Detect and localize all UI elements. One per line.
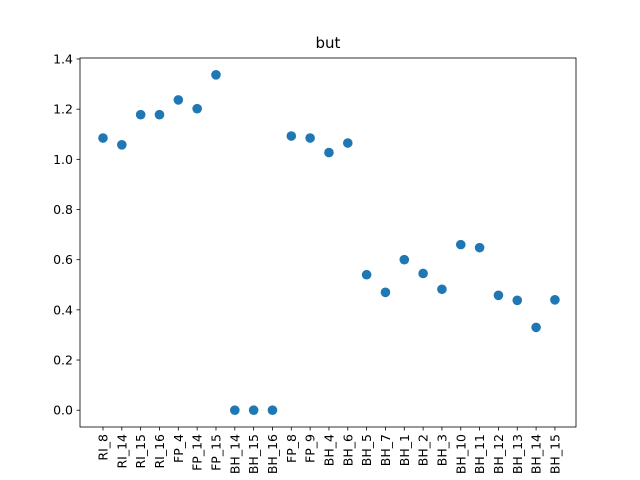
data-point <box>305 133 315 143</box>
ticks: 0.0 0.2 0.4 0.6 0.8 1.0 1.2 1.4 RI_8 RI_14 RI_15 RI… <box>53 52 562 475</box>
data-point <box>531 322 541 333</box>
data-point <box>98 133 108 143</box>
data-points <box>98 70 560 415</box>
data-point <box>192 103 202 114</box>
x-tick-label: RI_14 <box>114 434 129 469</box>
x-tick-label: FP_4 <box>171 434 186 463</box>
data-point <box>286 131 297 141</box>
x-tick-label: BH_5 <box>359 434 374 466</box>
axes-frame <box>79 57 577 428</box>
data-point <box>361 269 372 280</box>
data-point <box>267 405 278 415</box>
data-point <box>550 295 560 305</box>
data-point <box>211 70 221 80</box>
y-tick-label: 0.8 <box>53 202 73 217</box>
x-tick-label: BH_10 <box>453 434 468 474</box>
x-tick-label: BH_6 <box>340 434 355 466</box>
y-tick-label: 1.2 <box>53 102 73 117</box>
chart-title: but <box>316 34 341 52</box>
data-point <box>248 405 259 415</box>
x-tick-label: BH_12 <box>491 434 506 474</box>
data-point <box>512 295 523 306</box>
data-point <box>380 287 391 298</box>
y-tick-label: 1.0 <box>53 152 73 167</box>
data-point <box>230 405 240 415</box>
x-tick-label: BH_16 <box>265 434 280 474</box>
x-tick-label: BH_7 <box>378 434 393 466</box>
y-tick-label: 1.4 <box>53 52 73 67</box>
x-tick-label: BH_15 <box>246 434 261 474</box>
x-tick-label: BH_14 <box>227 434 242 474</box>
x-tick-label: BH_2 <box>416 434 431 466</box>
y-tick-label: 0.4 <box>53 302 73 317</box>
data-point <box>324 147 334 158</box>
x-tick-label: FP_9 <box>303 434 318 463</box>
data-point <box>154 109 165 120</box>
x-tick-label: FP_15 <box>208 434 223 471</box>
x-tick-label: RI_8 <box>96 434 111 461</box>
x-tick-label: BH_15 <box>547 434 562 474</box>
data-point <box>474 242 485 253</box>
x-tick-label: BH_14 <box>529 434 544 474</box>
data-point <box>418 268 428 279</box>
axes <box>79 57 577 428</box>
y-tick-label: 0.0 <box>53 403 73 418</box>
x-tick-label: BH_13 <box>510 434 525 474</box>
data-point <box>173 95 184 105</box>
x-tick-label: RI_15 <box>133 434 148 469</box>
x-tick-label: FP_14 <box>190 434 205 471</box>
data-point <box>399 254 410 265</box>
x-tick-label: FP_8 <box>284 434 299 463</box>
x-tick-label: BH_4 <box>321 434 336 466</box>
data-point <box>493 290 504 301</box>
y-tick-label: 0.6 <box>53 252 73 267</box>
y-tick-label: 0.2 <box>53 353 73 368</box>
data-point <box>342 138 353 148</box>
data-point <box>455 239 466 250</box>
data-point <box>135 109 146 120</box>
x-tick-label: BH_11 <box>472 434 487 474</box>
x-tick-label: RI_16 <box>152 434 167 469</box>
x-tick-label: BH_1 <box>397 434 412 466</box>
x-tick-label: BH_3 <box>434 434 449 466</box>
data-point <box>117 139 127 150</box>
data-point <box>437 284 447 295</box>
